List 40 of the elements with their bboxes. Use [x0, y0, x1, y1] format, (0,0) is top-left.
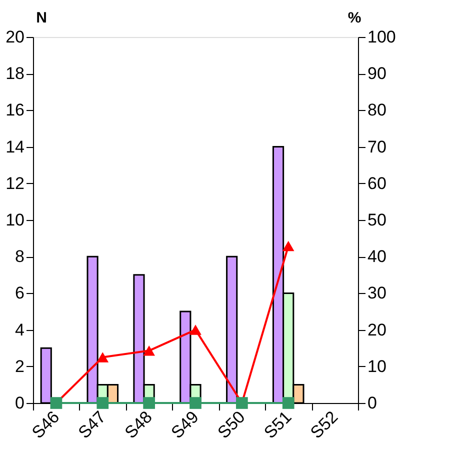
y-tick-label: 12 — [6, 174, 24, 193]
y-tick-label: 6 — [15, 284, 24, 303]
point — [190, 397, 202, 409]
point — [143, 346, 155, 356]
y2-tick-label: 70 — [368, 137, 386, 156]
y-tick-label: 10 — [6, 210, 24, 230]
y-tick-label: 4 — [15, 320, 24, 340]
y-tick-label: 18 — [6, 64, 24, 84]
x-tick-label: S47 — [74, 407, 110, 442]
y-tick-label: 8 — [15, 247, 24, 266]
y-tick-label: 0 — [15, 394, 24, 412]
y-tick-label: 14 — [6, 137, 24, 156]
point — [143, 397, 155, 409]
point — [190, 324, 202, 335]
x-tick-label: S46 — [28, 407, 64, 442]
y-axis-title: N — [36, 10, 47, 26]
y-tick-label: 2 — [15, 356, 24, 376]
y2-tick-label: 20 — [368, 320, 386, 340]
x-tick-label: S50 — [214, 407, 249, 442]
y-tick-label: 16 — [6, 100, 24, 120]
point — [282, 397, 294, 409]
y2-tick-label: 80 — [368, 100, 386, 120]
point — [96, 352, 109, 362]
y2-tick-label: 0 — [368, 394, 377, 412]
y2-tick-label: 90 — [368, 64, 386, 84]
bar — [226, 256, 238, 404]
y2-tick-label: 10 — [368, 356, 386, 376]
point — [282, 240, 294, 252]
point — [96, 397, 109, 409]
x-tick-label: S48 — [121, 407, 156, 442]
y2-tick-label: 50 — [368, 210, 386, 230]
y2-tick-label: 60 — [368, 174, 386, 193]
y2-tick-label: 40 — [368, 247, 386, 266]
x-tick-label: S51 — [260, 407, 296, 442]
y2-tick-label: 100 — [368, 28, 396, 46]
x-tick-label: S49 — [168, 407, 202, 442]
x-tick-label: S52 — [306, 407, 342, 442]
y2-axis-title: % — [348, 10, 362, 26]
y2-tick-label: 30 — [368, 284, 386, 303]
y-tick-label: 20 — [6, 28, 24, 46]
